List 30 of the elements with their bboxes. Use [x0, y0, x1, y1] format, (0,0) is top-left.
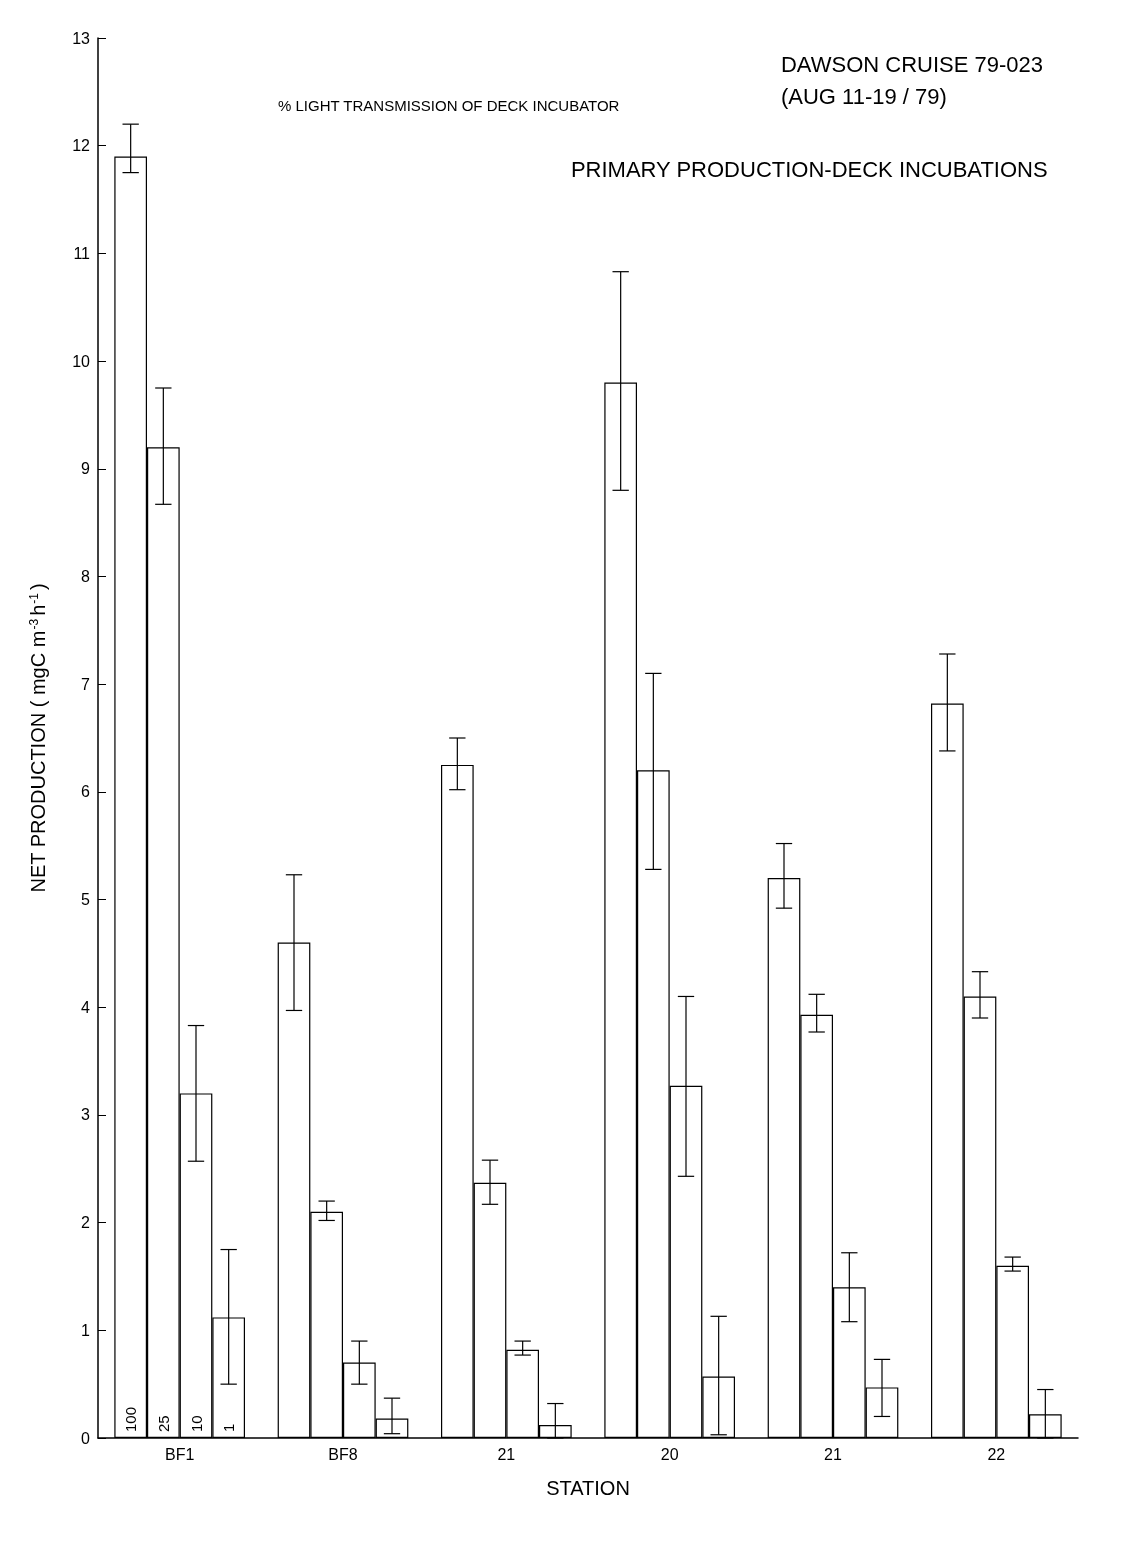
y-tick-label: 7 [81, 675, 91, 693]
y-tick-label: 10 [72, 352, 91, 370]
y-tick-label: 11 [73, 244, 91, 262]
annotation: % LIGHT TRANSMISSION OF DECK INCUBATOR [278, 97, 620, 114]
annotation: PRIMARY PRODUCTION-DECK INCUBATIONS [570, 156, 1048, 182]
y-tick-label: 2 [81, 1214, 91, 1232]
y-tick-label: 12 [72, 137, 91, 155]
series-label: 1 [220, 1423, 238, 1432]
text: (AUG 11-19 / 79) [780, 83, 947, 109]
series-label: 10 [187, 1415, 205, 1432]
x-tick-label: BF1 [164, 1445, 195, 1463]
y-tick-label: 5 [81, 891, 91, 909]
y-tick-label: 8 [81, 567, 91, 585]
x-tick-label: BF8 [328, 1445, 358, 1463]
text: DAWSON CRUISE 79-023 [780, 51, 1044, 77]
y-tick-label: 0 [81, 1429, 91, 1447]
y-tick-label: 6 [81, 783, 91, 801]
y-tick-label: 13 [72, 29, 91, 47]
y-tick-label: 3 [81, 1106, 91, 1124]
y-tick-label: 4 [81, 998, 91, 1016]
x-axis-title: STATION [546, 1477, 630, 1499]
x-tick-label: 22 [987, 1445, 1006, 1463]
x-tick-label: 21 [497, 1445, 516, 1463]
series-label: 100 [122, 1406, 140, 1432]
y-axis-title: NET PRODUCTION ( mgC m-3h-1) [27, 583, 49, 893]
series-label: 25 [154, 1415, 172, 1432]
y-tick-label: 9 [81, 460, 91, 478]
x-tick-label: 21 [824, 1445, 842, 1463]
x-tick-label: 20 [660, 1445, 679, 1463]
y-tick-label: 1 [81, 1321, 91, 1339]
